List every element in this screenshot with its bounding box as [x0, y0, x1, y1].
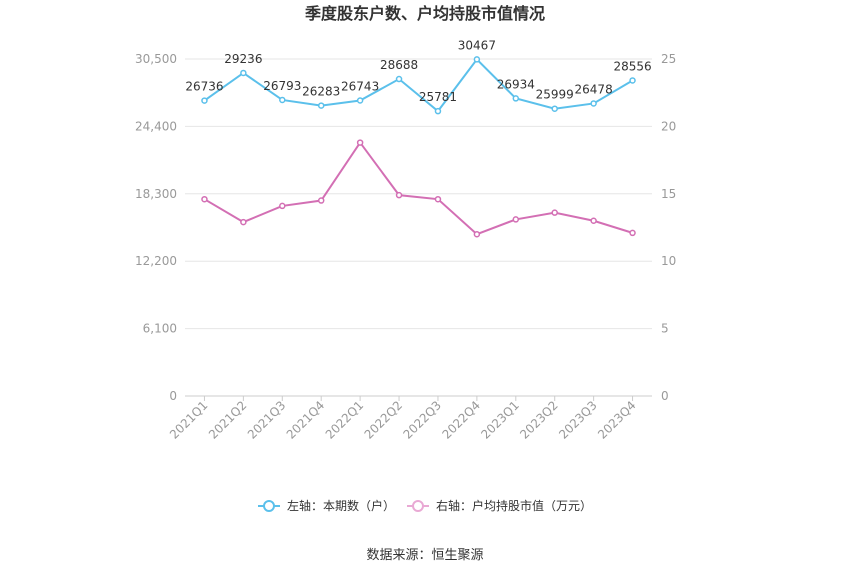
right-tick-label: 15 — [661, 187, 676, 201]
chart-title: 季度股东户数、户均持股市值情况 — [304, 4, 545, 23]
left-tick-label: 24,400 — [135, 119, 177, 133]
data-label: 26793 — [263, 79, 301, 93]
x-tick-label: 2022Q2 — [362, 398, 406, 442]
data-point[interactable] — [201, 97, 208, 104]
data-point[interactable] — [240, 218, 247, 226]
data-point[interactable] — [551, 105, 558, 112]
data-point[interactable] — [512, 95, 520, 102]
data-point[interactable] — [629, 77, 636, 84]
data-label: 26743 — [341, 80, 379, 94]
x-tick-label: 2021Q1 — [167, 398, 211, 442]
x-tick-label: 2021Q3 — [245, 398, 289, 442]
x-tick-label: 2022Q3 — [401, 398, 445, 442]
left-tick-label: 18,300 — [135, 187, 177, 201]
left-tick-label: 12,200 — [135, 254, 177, 268]
data-point[interactable] — [317, 197, 325, 204]
data-point[interactable] — [629, 229, 636, 237]
legend-item-avg-value[interactable]: 右轴：户均持股市值（万元） — [407, 498, 592, 513]
data-point[interactable] — [434, 107, 442, 115]
legend-marker-avg-value — [412, 500, 424, 512]
right-tick-label: 25 — [661, 52, 676, 66]
left-tick-label: 6,100 — [143, 322, 177, 336]
right-tick-label: 10 — [661, 254, 676, 268]
data-point[interactable] — [590, 100, 597, 107]
x-tick-label: 2023Q1 — [478, 398, 522, 442]
data-point[interactable] — [395, 75, 403, 83]
data-point[interactable] — [317, 102, 325, 109]
x-tick-label: 2023Q4 — [595, 398, 639, 442]
data-point[interactable] — [473, 230, 481, 238]
legend: 左轴：本期数（户） 右轴：户均持股市值（万元） — [258, 498, 592, 513]
legend-label-avg-value: 右轴：户均持股市值（万元） — [436, 498, 592, 513]
data-point[interactable] — [395, 191, 403, 199]
data-point[interactable] — [473, 56, 481, 63]
data-label: 26283 — [302, 85, 340, 99]
right-axis: 0 5 10 15 20 25 — [661, 52, 676, 403]
data-point[interactable] — [356, 97, 364, 104]
legend-label-households: 左轴：本期数（户） — [287, 498, 395, 513]
data-label: 26736 — [185, 80, 223, 94]
data-point[interactable] — [590, 217, 597, 225]
x-axis: 2021Q12021Q22021Q32021Q42022Q12022Q22022… — [167, 395, 652, 442]
series-line-avg-value — [203, 140, 633, 236]
left-axis: 0 6,100 12,200 18,300 24,400 30,500 — [135, 52, 177, 403]
data-point[interactable] — [551, 209, 558, 216]
x-tick-label: 2023Q2 — [517, 398, 561, 442]
series-points — [201, 56, 636, 238]
right-tick-label: 20 — [661, 119, 676, 133]
right-tick-label: 0 — [661, 389, 669, 403]
data-point[interactable] — [240, 69, 247, 77]
data-label: 25781 — [419, 90, 457, 104]
x-tick-label: 2022Q4 — [439, 398, 483, 442]
data-label: 26478 — [575, 82, 613, 96]
data-point[interactable] — [279, 202, 286, 210]
x-tick-label: 2023Q3 — [556, 398, 600, 442]
x-tick-label: 2021Q2 — [206, 398, 250, 442]
data-point[interactable] — [512, 216, 520, 223]
left-tick-label: 0 — [169, 389, 177, 403]
source-note: 数据来源：恒生聚源 — [366, 548, 483, 563]
grid-lines — [185, 58, 652, 330]
series-lines — [203, 57, 634, 236]
data-point[interactable] — [356, 139, 364, 146]
left-tick-label: 30,500 — [135, 52, 177, 66]
legend-item-households[interactable]: 左轴：本期数（户） — [258, 498, 395, 513]
legend-marker-households — [263, 500, 275, 512]
data-point[interactable] — [201, 195, 208, 203]
data-point[interactable] — [279, 96, 286, 104]
data-label: 30467 — [458, 38, 496, 52]
data-label: 29236 — [224, 52, 262, 66]
x-tick-label: 2021Q4 — [284, 398, 328, 442]
x-tick-label: 2022Q1 — [323, 398, 367, 442]
data-point[interactable] — [434, 195, 442, 203]
right-tick-label: 5 — [661, 322, 669, 336]
data-label: 28556 — [613, 59, 651, 73]
series-line-households — [203, 57, 634, 113]
data-label: 26934 — [497, 77, 535, 91]
data-label: 28688 — [380, 58, 418, 72]
data-label: 25999 — [536, 88, 574, 102]
